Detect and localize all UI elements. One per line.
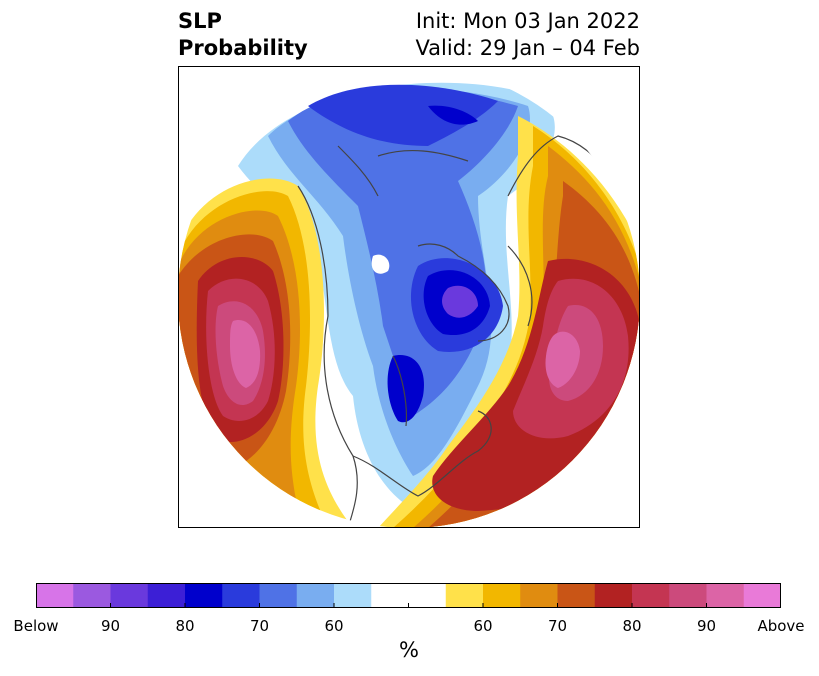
colorbar-swatch bbox=[110, 583, 149, 608]
colorbar-tick-label: Above bbox=[757, 617, 805, 635]
polar-map bbox=[178, 66, 640, 528]
colorbar-swatch bbox=[259, 583, 298, 608]
colorbar-swatch bbox=[36, 583, 74, 608]
colorbar-swatch bbox=[147, 583, 186, 608]
colorbar-swatch bbox=[483, 583, 521, 608]
colorbar-tick-label: 60 bbox=[473, 617, 493, 635]
colorbar-swatch bbox=[669, 583, 707, 608]
colorbar-swatch bbox=[296, 583, 335, 608]
colorbar-tick-label: 90 bbox=[696, 617, 717, 635]
colorbar-tick-label: Below bbox=[13, 617, 59, 635]
colorbar-tick-label: 70 bbox=[547, 617, 568, 635]
colorbar-unit: % bbox=[399, 638, 419, 662]
forecast-dates: Init: Mon 03 Jan 2022 Valid: 29 Jan – 04… bbox=[390, 8, 640, 62]
colorbar-swatch bbox=[632, 583, 670, 608]
colorbar-swatch bbox=[334, 583, 372, 608]
probability-field bbox=[178, 66, 640, 528]
colorbar-tick-label: 70 bbox=[249, 617, 270, 635]
title-quantity: Probability bbox=[178, 36, 308, 60]
colorbar-tick-label: 90 bbox=[100, 617, 121, 635]
colorbar-swatch bbox=[445, 583, 484, 608]
colorbar-swatch bbox=[408, 583, 447, 608]
colorbar-tick-label: 80 bbox=[175, 617, 195, 635]
colorbar-swatch bbox=[73, 583, 111, 608]
colorbar-swatch bbox=[371, 583, 409, 608]
colorbar bbox=[36, 583, 781, 608]
colorbar-swatch bbox=[222, 583, 260, 608]
colorbar-tick-label: 80 bbox=[622, 617, 642, 635]
colorbar-swatch bbox=[557, 583, 596, 608]
colorbar-swatch bbox=[594, 583, 633, 608]
colorbar-swatch bbox=[743, 583, 781, 608]
colorbar-swatch bbox=[520, 583, 558, 608]
colorbar-swatch bbox=[185, 583, 223, 608]
colorbar-swatch bbox=[706, 583, 745, 608]
valid-range: Valid: 29 Jan – 04 Feb bbox=[415, 36, 640, 60]
title-variable: SLP bbox=[178, 9, 222, 33]
colorbar-tick-label: 60 bbox=[324, 617, 344, 635]
init-date: Init: Mon 03 Jan 2022 bbox=[415, 9, 640, 33]
map-title: SLP Probability bbox=[178, 8, 308, 62]
